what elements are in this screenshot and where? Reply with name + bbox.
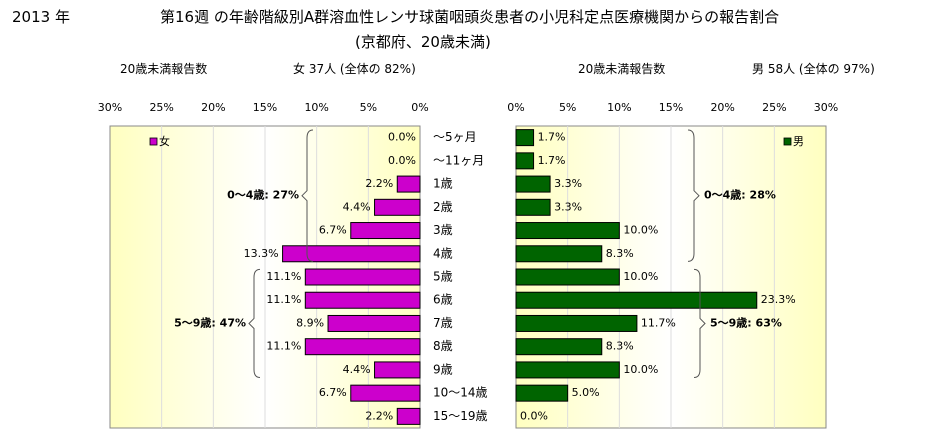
female-tick-label: 20% [201,101,225,114]
category-label: 2歳 [433,200,453,214]
male-value-label: 10.0% [623,270,658,283]
male-legend-label: 男 [793,135,804,148]
male-group-brace [693,268,706,379]
male-bar [515,175,551,193]
male-summary: 男 58人 (全体の 97%) [752,62,875,76]
male-bar [515,198,551,216]
female-value-label: 0.0% [388,154,416,167]
category-label: 6歳 [433,293,453,307]
category-label: 3歳 [433,223,453,237]
male-bar [515,314,638,332]
male-tick-label: 0% [507,101,524,114]
female-value-label: 11.1% [266,293,301,306]
male-bar [515,338,603,356]
female-tick-label: 25% [149,101,173,114]
male-value-label: 23.3% [761,293,796,306]
male-group-label: 0〜4歳: 28% [704,188,776,202]
male-tick-label: 25% [762,101,786,114]
female-group-label: 0〜4歳: 27% [227,188,299,202]
male-count-label: 20歳未満報告数 [578,62,666,76]
female-bar [374,198,421,216]
category-label: 1歳 [433,177,453,191]
male-value-label: 1.7% [538,154,566,167]
female-value-label: 11.1% [266,270,301,283]
female-tick-label: 15% [253,101,277,114]
female-count-label: 20歳未満報告数 [120,62,208,76]
female-value-label: 11.1% [266,340,301,353]
male-tick-label: 15% [659,101,683,114]
female-tick-label: 10% [304,101,328,114]
female-summary: 女 37人 (全体の 82%) [293,62,416,76]
female-tick-label: 5% [360,101,377,114]
female-value-label: 4.4% [343,363,371,376]
female-bar [350,222,421,240]
male-bar [515,291,758,309]
female-bar [282,245,421,263]
female-bar [304,291,421,309]
male-bar [515,152,535,170]
male-group-brace [687,129,700,262]
male-group-label: 5〜9歳: 63% [710,315,782,329]
female-bar [374,361,421,379]
male-value-label: 3.3% [554,200,582,213]
male-bar [515,129,535,147]
male-value-label: 10.0% [623,363,658,376]
female-bar [396,175,421,193]
chart-title: 第16週 の年齢階級別A群溶血性レンサ球菌咽頭炎患者の小児科定点医療機関からの報… [160,8,780,26]
female-value-label: 6.7% [319,386,347,399]
female-group-brace [301,129,314,262]
category-label: 10〜14歳 [433,386,488,400]
category-label: 〜5ヶ月 [433,130,477,144]
female-bar [304,338,421,356]
category-label: 4歳 [433,246,453,260]
female-tick-label: 30% [98,101,122,114]
male-value-label: 0.0% [520,409,548,422]
female-legend-label: 女 [159,134,170,148]
male-value-label: 11.7% [641,316,676,329]
category-label: 15〜19歳 [433,409,488,423]
male-tick-label: 20% [710,101,734,114]
category-label: 5歳 [433,270,453,284]
category-label: 8歳 [433,339,453,353]
female-group-label: 5〜9歳: 47% [174,315,246,329]
male-bar [515,222,620,240]
female-bar [396,407,421,425]
male-bar [515,268,620,286]
female-legend-swatch [149,137,158,146]
male-value-label: 8.3% [606,340,634,353]
category-label: 9歳 [433,362,453,376]
category-label: 〜11ヶ月 [433,153,484,167]
female-value-label: 4.4% [343,200,371,213]
male-value-label: 8.3% [606,247,634,260]
female-bar [327,314,421,332]
female-value-label: 2.2% [365,409,393,422]
male-value-label: 1.7% [538,131,566,144]
male-tick-label: 10% [607,101,631,114]
male-bar [515,384,569,402]
female-tick-label: 0% [411,101,428,114]
male-tick-label: 5% [559,101,576,114]
male-value-label: 10.0% [623,224,658,237]
female-value-label: 8.9% [296,316,324,329]
male-bar [515,245,603,263]
female-group-brace [248,268,261,379]
female-value-label: 13.3% [244,247,279,260]
female-bar [304,268,421,286]
male-legend-swatch [783,137,792,146]
male-value-label: 3.3% [554,177,582,190]
female-value-label: 2.2% [365,177,393,190]
female-value-label: 0.0% [388,131,416,144]
male-value-label: 5.0% [572,386,600,399]
chart-subtitle: (京都府、20歳未満) [355,33,491,51]
male-tick-label: 30% [814,101,838,114]
male-bar [515,361,620,379]
female-value-label: 6.7% [319,224,347,237]
female-bar [350,384,421,402]
category-label: 7歳 [433,316,453,330]
year-label: 2013 年 [12,8,70,26]
